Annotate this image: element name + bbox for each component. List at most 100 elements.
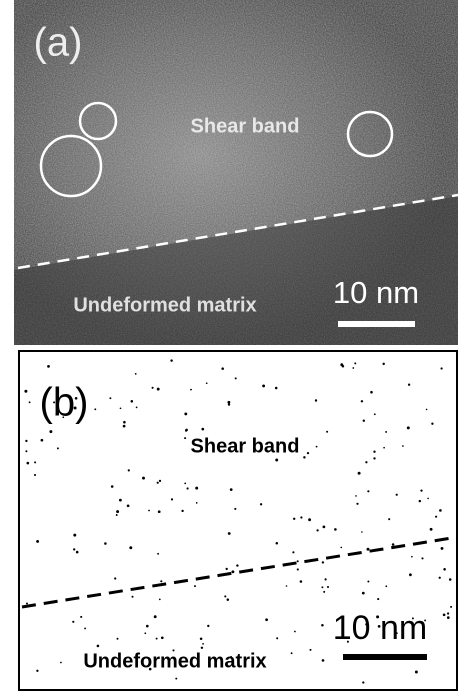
defect-dot (439, 577, 441, 579)
defect-dot (157, 553, 159, 555)
defect-dot (323, 526, 326, 529)
scale-label: 10 nm (333, 275, 419, 310)
defect-dot (361, 531, 363, 533)
defect-dot (171, 498, 173, 500)
defect-dot (354, 362, 356, 364)
defect-dot (127, 504, 130, 507)
defect-dot (361, 400, 363, 402)
page: {"panels": [ {"label": "(a)", "region_to… (0, 0, 458, 692)
defect-dot (228, 403, 230, 405)
defect-dot (119, 499, 122, 502)
defect-dot (184, 437, 186, 439)
defect-dot (25, 450, 27, 452)
defect-dot (116, 514, 118, 516)
defect-dot (408, 384, 410, 386)
region-label: Undeformed matrix (73, 294, 256, 316)
defect-dot (286, 585, 288, 587)
defect-dot (34, 461, 36, 463)
defect-dot (291, 652, 293, 654)
region-label: Shear band (191, 115, 300, 137)
defect-dot (308, 518, 311, 521)
panel-b: (b) Shear band Undeformed matrix 10 nm (19, 351, 458, 690)
defect-dot (73, 534, 76, 537)
defect-dot (262, 384, 265, 387)
defect-dot (396, 494, 398, 496)
defect-dot (114, 577, 116, 579)
defect-dot (297, 560, 299, 562)
defect-dot (316, 446, 318, 448)
defect-dot (184, 483, 186, 485)
defect-dot (84, 627, 86, 629)
defect-dot (157, 482, 159, 484)
defect-dot (160, 580, 162, 582)
defect-dot (382, 363, 384, 365)
defect-dot (358, 472, 361, 475)
defect-dot (181, 510, 183, 512)
defect-dot (374, 413, 376, 415)
defect-dot (294, 631, 296, 633)
defect-dot (321, 586, 323, 588)
defect-dot (230, 488, 233, 491)
defect-dot (226, 568, 228, 570)
defect-dot (300, 516, 302, 518)
defect-dot (156, 638, 158, 640)
defect-dot (322, 561, 324, 563)
defect-dot (415, 671, 418, 674)
defect-dot (117, 638, 119, 640)
scale-label: 10 nm (333, 609, 428, 647)
defect-dot (97, 645, 100, 648)
defect-dot (426, 409, 428, 411)
defect-dot (131, 400, 134, 403)
defect-dot (120, 407, 122, 409)
defect-dot (72, 621, 74, 623)
defect-dot (367, 490, 369, 492)
defect-dot (342, 365, 345, 368)
panel-label: (b) (40, 381, 89, 425)
defect-dot (157, 388, 160, 391)
defect-dot (111, 485, 114, 488)
defect-dot (24, 390, 27, 393)
defect-dot (170, 359, 172, 361)
defect-dot (136, 407, 138, 409)
defect-dot (175, 678, 177, 680)
defect-dot (441, 547, 444, 550)
defect-dot (29, 401, 31, 403)
defect-dot (385, 585, 387, 587)
defect-dot (196, 502, 198, 504)
defect-dot (228, 532, 231, 535)
defect-dot (234, 508, 236, 510)
defect-dot (411, 556, 413, 558)
defect-dot (363, 419, 365, 421)
defect-dot (190, 389, 192, 391)
defect-dot (443, 568, 446, 571)
defect-dot (194, 585, 196, 587)
defect-dot (367, 581, 369, 583)
defect-dot (159, 599, 161, 601)
defect-dot (236, 564, 238, 566)
defect-dot (152, 387, 154, 389)
defect-dot (276, 637, 278, 639)
defect-dot (373, 457, 375, 459)
defect-dot (275, 387, 278, 390)
defect-dot (303, 456, 305, 458)
defect-dot (292, 551, 294, 553)
defect-dot (49, 430, 52, 433)
defect-dot (362, 681, 364, 683)
defect-dot (201, 428, 204, 431)
panel-label: (a) (34, 21, 83, 65)
defect-dot (227, 401, 230, 404)
defect-dot (309, 649, 311, 651)
defect-dot (206, 382, 208, 384)
defect-dot (322, 659, 325, 662)
defect-dot (316, 529, 318, 531)
panel-a: (a) Shear band Undeformed matrix 10 nm (14, 0, 458, 345)
defect-dot (409, 573, 412, 576)
defect-dot (41, 439, 44, 442)
defect-dot (161, 636, 164, 639)
defect-dot (123, 421, 126, 424)
defect-dot (142, 477, 145, 480)
defect-dot (430, 528, 433, 531)
defect-dot (200, 638, 203, 641)
defect-dot (431, 423, 433, 425)
defect-dot (388, 518, 390, 520)
